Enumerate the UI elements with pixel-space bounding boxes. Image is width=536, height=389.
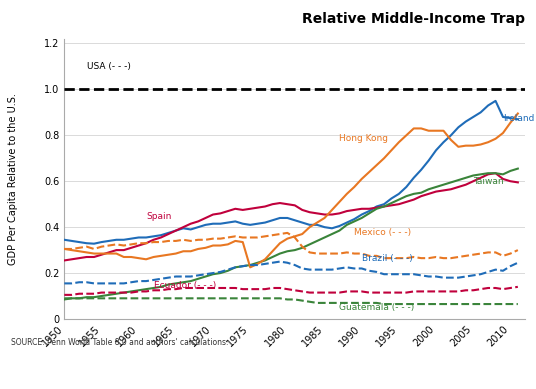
- Text: Spain: Spain: [146, 212, 172, 221]
- Text: USA (- - -): USA (- - -): [87, 62, 130, 71]
- Text: SOURCE: Penn World Table 8.0 and authors' calculations.: SOURCE: Penn World Table 8.0 and authors…: [11, 338, 228, 347]
- Text: Mexico (- - -): Mexico (- - -): [354, 228, 412, 237]
- Text: Brazil (- - -): Brazil (- - -): [362, 254, 413, 263]
- Text: Guatemala (- - -): Guatemala (- - -): [339, 303, 415, 312]
- Y-axis label: GDP Per Capita Relative to the U.S.: GDP Per Capita Relative to the U.S.: [8, 93, 18, 265]
- Text: Relative Middle-Income Trap: Relative Middle-Income Trap: [302, 12, 525, 26]
- Text: Ireland: Ireland: [503, 114, 534, 123]
- Text: Taiwan: Taiwan: [473, 177, 504, 186]
- Text: Ecuador (- - -): Ecuador (- - -): [153, 280, 216, 289]
- Text: Hong Kong: Hong Kong: [339, 134, 389, 143]
- Text: Federal Reserve Bank of St. Louis: Federal Reserve Bank of St. Louis: [11, 371, 203, 381]
